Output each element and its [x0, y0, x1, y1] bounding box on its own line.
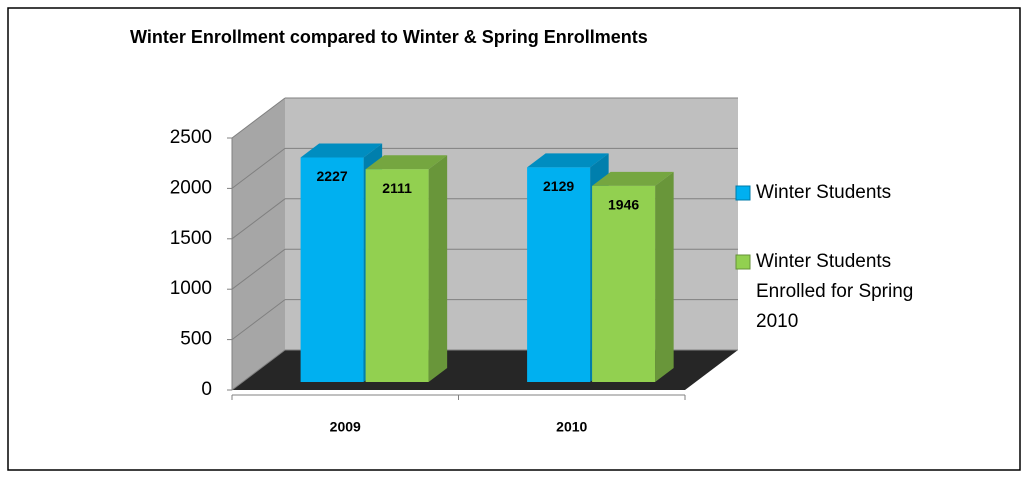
grid-line: [231, 299, 286, 340]
bar-top: [592, 171, 674, 186]
grid-line: [231, 97, 286, 139]
bar-top: [527, 153, 609, 168]
bar: [300, 157, 364, 382]
legend-swatch: [735, 185, 751, 201]
bar-top: [365, 155, 448, 170]
grid-line: [231, 148, 286, 189]
legend-label: Winter Students: [756, 182, 891, 203]
x-tick-label: 2010: [556, 419, 587, 435]
y-tick-label: 1000: [170, 278, 212, 299]
grid-line: [231, 349, 286, 391]
value-label: 2129: [543, 178, 574, 194]
value-label: 2111: [382, 180, 412, 196]
value-label: 2227: [317, 168, 348, 184]
legend-swatch: [735, 254, 751, 270]
value-label: 1946: [608, 197, 639, 213]
bar: [527, 167, 591, 382]
y-tick-label: 0: [201, 379, 212, 400]
bar: [592, 185, 656, 382]
legend-label: Winter Students Enrolled for Spring 2010: [756, 251, 913, 332]
bar-top: [300, 143, 383, 158]
y-tick-label: 2500: [170, 127, 212, 148]
grid-line: [231, 198, 286, 240]
grid-line: [231, 248, 286, 290]
bar: [365, 169, 429, 382]
bar-side: [428, 155, 448, 382]
y-tick-label: 500: [180, 329, 212, 350]
side-wall: [232, 98, 285, 390]
bar-side: [655, 171, 674, 382]
x-tick-label: 2009: [330, 419, 361, 435]
y-tick-label: 1500: [170, 228, 212, 249]
chart-title: Winter Enrollment compared to Winter & S…: [130, 27, 648, 47]
y-tick-label: 2000: [170, 177, 212, 198]
